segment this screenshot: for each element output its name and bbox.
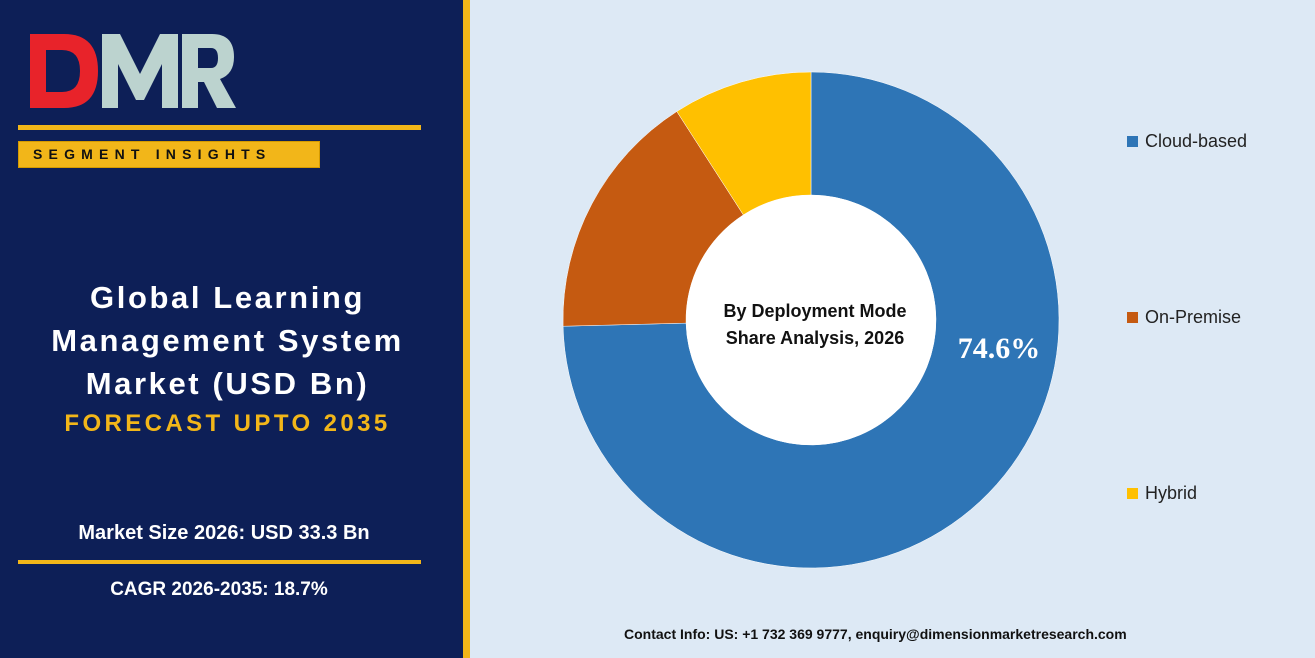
segment-insights-badge: SEGMENT INSIGHTS — [18, 141, 320, 168]
logo-letter-m — [102, 34, 178, 108]
cagr-text: CAGR 2026-2035: 18.7% — [110, 579, 328, 600]
logo-letter-d — [30, 34, 98, 108]
legend-item-on-premise: On-Premise — [1127, 307, 1241, 328]
deployment-donut-chart: 74.6% — [562, 71, 1060, 569]
title-line-2: Management System — [51, 323, 404, 358]
panel-divider — [463, 0, 470, 658]
legend-item-cloud-based: Cloud-based — [1127, 131, 1247, 152]
legend-swatch-on-premise — [1127, 312, 1138, 323]
legend-label-hybrid: Hybrid — [1145, 483, 1198, 503]
mid-gold-rule — [18, 560, 421, 564]
data-label-cloud-based: 74.6% — [958, 332, 1040, 365]
logo-letter-r — [182, 34, 236, 108]
donut-hole — [686, 195, 936, 445]
left-info-panel — [0, 0, 463, 658]
legend-label-on-premise: On-Premise — [1145, 307, 1242, 327]
legend-swatch-cloud-based — [1127, 136, 1138, 147]
market-size-text: Market Size 2026: USD 33.3 Bn — [78, 522, 370, 544]
title-line-3: Market (USD Bn) — [85, 366, 370, 401]
title-line-1: Global Learning — [90, 280, 365, 315]
legend-swatch-hybrid — [1127, 488, 1138, 499]
legend-item-hybrid: Hybrid — [1127, 483, 1197, 504]
legend-label-cloud-based: Cloud-based — [1145, 131, 1248, 151]
donut-center-label: By Deployment Mode Share Analysis, 2026 — [690, 298, 940, 352]
contact-info: Contact Info: US: +1 732 369 9777, enqui… — [624, 626, 1127, 642]
forecast-subtitle: FORECAST UPTO 2035 — [64, 410, 391, 437]
dmr-logo — [30, 34, 236, 108]
center-label-line-1: By Deployment Mode — [723, 301, 907, 321]
report-title: Global Learning Management System Market… — [0, 276, 455, 405]
top-gold-rule — [18, 125, 421, 130]
center-label-line-2: Share Analysis, 2026 — [725, 328, 905, 348]
